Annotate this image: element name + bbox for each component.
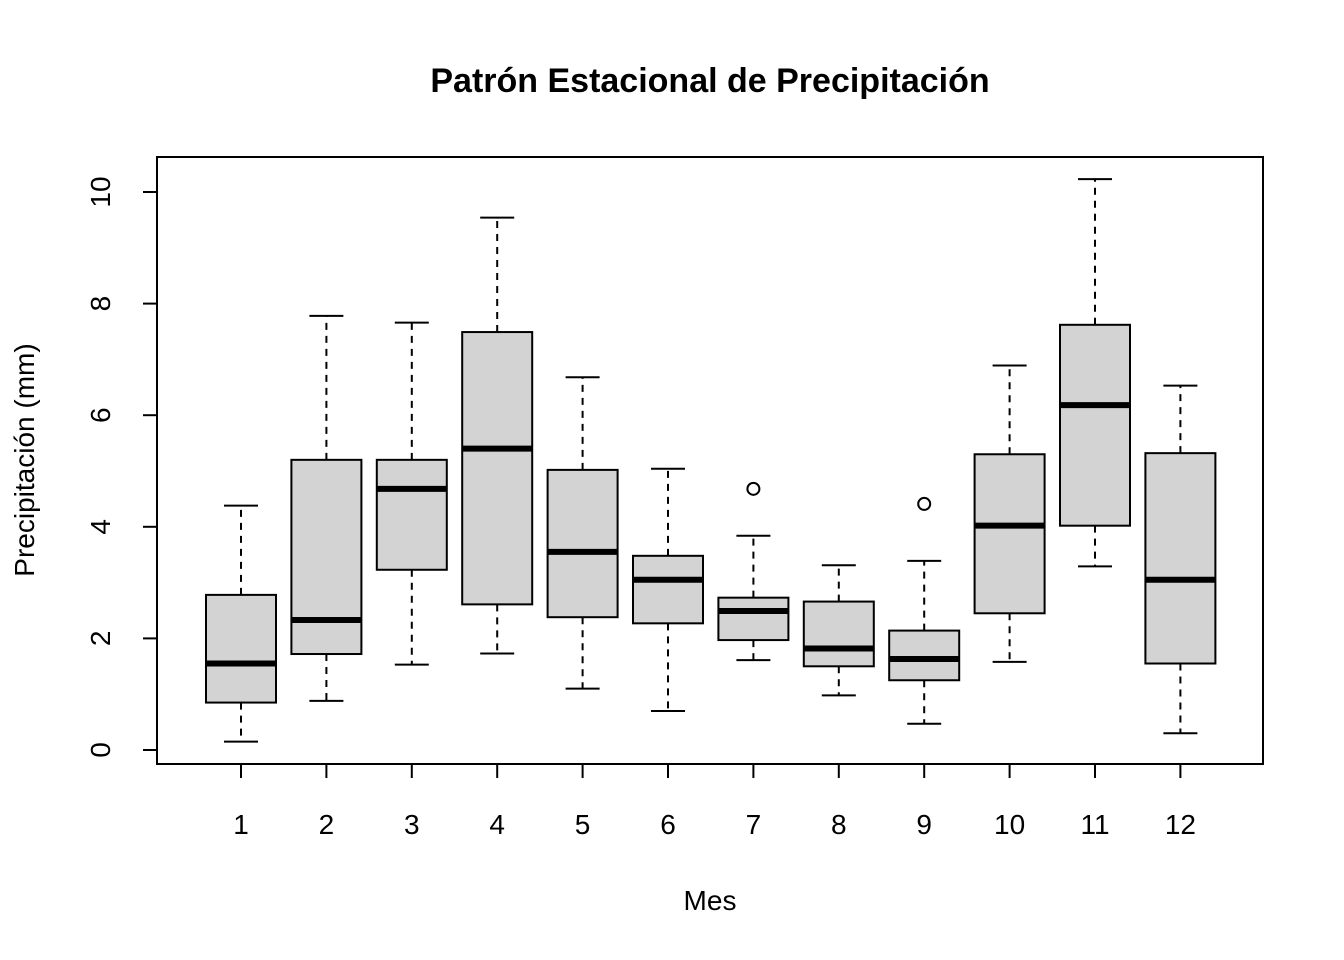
x-tick-label: 1 bbox=[233, 809, 249, 840]
y-tick-label: 8 bbox=[85, 296, 116, 312]
x-tick-label: 12 bbox=[1165, 809, 1196, 840]
box-iqr bbox=[461, 331, 534, 606]
y-tick-label: 0 bbox=[85, 742, 116, 758]
box-month-2 bbox=[290, 314, 363, 702]
box-month-3 bbox=[375, 321, 448, 666]
box-iqr bbox=[1144, 452, 1217, 665]
box-iqr bbox=[205, 593, 277, 704]
y-tick-label: 4 bbox=[85, 519, 116, 535]
y-tick-label: 10 bbox=[85, 176, 116, 207]
box-month-9 bbox=[888, 496, 961, 725]
x-tick-label: 8 bbox=[831, 809, 847, 840]
box-iqr bbox=[632, 554, 704, 625]
box-month-8 bbox=[802, 564, 875, 697]
box-month-4 bbox=[461, 216, 534, 655]
chart-title: Patrón Estacional de Precipitación bbox=[430, 62, 989, 100]
box-month-10 bbox=[973, 364, 1046, 663]
box-iqr bbox=[546, 468, 619, 619]
box-iqr bbox=[1059, 323, 1131, 527]
x-tick-label: 2 bbox=[319, 809, 335, 840]
x-axis-label: Mes bbox=[684, 885, 737, 916]
box-month-6 bbox=[632, 467, 704, 712]
x-tick-label: 10 bbox=[994, 809, 1025, 840]
outlier-point bbox=[746, 481, 761, 496]
box-month-12 bbox=[1144, 384, 1217, 735]
box-iqr bbox=[290, 458, 363, 656]
y-axis: 0 2 4 6 8 10 bbox=[85, 176, 158, 758]
box-iqr bbox=[717, 596, 790, 642]
box-iqr bbox=[888, 629, 961, 682]
x-tick-label: 4 bbox=[489, 809, 505, 840]
x-tick-label: 3 bbox=[404, 809, 420, 840]
x-tick-label: 6 bbox=[660, 809, 676, 840]
y-tick-label: 2 bbox=[85, 631, 116, 647]
x-tick-label: 9 bbox=[916, 809, 932, 840]
box-month-7 bbox=[717, 481, 790, 662]
box-month-1 bbox=[205, 504, 277, 743]
box-month-5 bbox=[546, 376, 619, 690]
x-axis: 1 2 3 4 5 6 7 8 9 10 11 12 bbox=[233, 763, 1196, 840]
box-iqr bbox=[802, 600, 875, 668]
boxes-group bbox=[205, 178, 1217, 743]
x-tick-label: 5 bbox=[575, 809, 591, 840]
x-tick-label: 11 bbox=[1080, 809, 1109, 840]
outlier-point bbox=[917, 496, 932, 511]
y-axis-label: Precipitación (mm) bbox=[9, 343, 40, 576]
box-iqr bbox=[973, 453, 1046, 615]
x-tick-label: 7 bbox=[746, 809, 762, 840]
y-tick-label: 6 bbox=[85, 407, 116, 423]
box-iqr bbox=[375, 458, 448, 571]
box-month-11 bbox=[1059, 178, 1131, 568]
